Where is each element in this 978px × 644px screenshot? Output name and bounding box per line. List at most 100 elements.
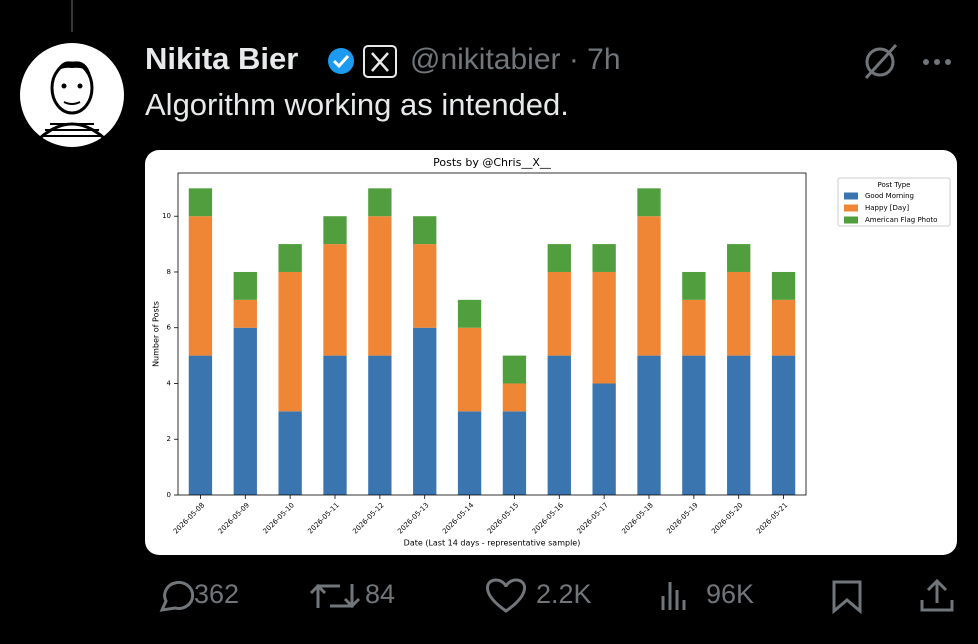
bar-segment	[682, 355, 706, 495]
bar-segment	[188, 188, 213, 217]
author-name[interactable]: Nikita Bier	[145, 41, 298, 76]
share-button[interactable]	[920, 578, 954, 612]
bar-segment	[278, 244, 302, 272]
bar-segment	[592, 383, 616, 495]
bar-segment	[278, 271, 302, 412]
grok-icon[interactable]	[864, 43, 898, 80]
legend-label: Happy [Day]	[865, 204, 909, 212]
views-count: 96K	[706, 579, 754, 609]
y-tick-label: 6	[167, 324, 172, 332]
bar-segment	[682, 271, 706, 300]
badge-circle	[328, 48, 354, 74]
legend-swatch	[844, 204, 858, 212]
legend-swatch	[844, 216, 858, 224]
views-button[interactable]: 96K	[661, 579, 754, 610]
bar-segment	[771, 299, 796, 356]
bar-segment	[502, 383, 527, 412]
bar-segment	[457, 327, 482, 412]
legend-label: American Flag Photo	[865, 216, 937, 224]
y-tick-label: 0	[167, 491, 171, 499]
bar-segment	[278, 411, 302, 495]
chart-card[interactable]: Posts by @Chris__X__ Date (Last 14 days -…	[145, 150, 957, 555]
bar-segment	[233, 299, 257, 328]
bar-segment	[502, 411, 527, 495]
bar-segment	[323, 244, 347, 356]
bar-segment	[547, 244, 571, 272]
repost-icon	[330, 584, 361, 609]
like-button[interactable]: 2.2K	[486, 578, 592, 613]
bar-segment	[188, 355, 213, 495]
bar-segment	[323, 216, 347, 245]
avatar-hair	[52, 61, 92, 80]
legend-box	[837, 177, 951, 227]
repost-count: 84	[365, 579, 395, 609]
bar-segment	[637, 216, 661, 356]
avatar[interactable]	[20, 43, 124, 147]
x-logo	[371, 52, 389, 72]
bar-segment	[413, 327, 437, 495]
bar-segment	[592, 271, 616, 384]
bar-segment	[368, 188, 392, 217]
dot	[945, 59, 951, 65]
bar-segment	[547, 271, 571, 356]
bar-segment	[233, 327, 257, 495]
grok-circle	[865, 47, 895, 77]
bar-segment	[682, 299, 706, 356]
tweet-text: Algorithm working as intended.	[145, 87, 569, 122]
reply-count: 362	[194, 579, 239, 609]
x-axis-label: Date (Last 14 days - representative samp…	[404, 539, 581, 548]
more-icon[interactable]	[923, 59, 951, 65]
bar-segment	[457, 411, 482, 495]
bar-segment	[727, 355, 751, 495]
dot	[923, 59, 929, 65]
bar-segment	[368, 216, 392, 356]
legend-label: Good Morning	[865, 192, 914, 200]
bar-segment	[233, 271, 257, 300]
bookmark-button[interactable]	[832, 580, 862, 615]
verified-badge	[328, 48, 354, 74]
bar-segment	[547, 355, 571, 495]
author-handle[interactable]: @nikitabier · 7h	[410, 43, 621, 76]
bar-segment	[188, 216, 213, 356]
action-bar: 362 84 2.2K 96K	[159, 578, 954, 615]
bar-segment	[771, 271, 796, 300]
repost-icon	[309, 583, 340, 608]
avatar-stripes	[42, 123, 102, 137]
bar-segment	[413, 244, 437, 328]
grok-slash	[864, 43, 898, 80]
avatar-eye	[61, 83, 67, 89]
y-tick-label: 10	[162, 212, 171, 220]
reply-button[interactable]: 362	[159, 579, 239, 612]
bar-segment	[323, 355, 347, 495]
views-icon	[661, 582, 686, 610]
avatar-mouth	[63, 101, 81, 105]
bar-segment	[413, 216, 437, 245]
bar-segment	[502, 355, 527, 384]
legend-title: Post Type	[878, 181, 911, 189]
bar-segment	[592, 244, 616, 272]
bar-segment	[637, 355, 661, 495]
bar-segment	[368, 355, 392, 495]
y-axis-label: Number of Posts	[152, 301, 161, 367]
dot	[934, 59, 940, 65]
chart-title: Posts by @Chris__X__	[433, 156, 551, 169]
avatar-eye	[77, 83, 83, 89]
bar-segment	[771, 355, 796, 495]
bar-segment	[637, 188, 661, 217]
reply-icon	[159, 580, 195, 612]
badge-check	[332, 54, 350, 69]
repost-button[interactable]: 84	[309, 579, 395, 609]
y-tick-label: 8	[167, 268, 171, 276]
x-badge	[363, 45, 397, 78]
y-tick-label: 4	[167, 379, 172, 387]
y-tick-label: 2	[167, 435, 171, 443]
bar-segment	[457, 299, 482, 328]
like-count: 2.2K	[536, 579, 592, 609]
like-icon	[486, 578, 526, 613]
legend-swatch	[844, 192, 858, 200]
bar-segment	[727, 271, 751, 356]
plot-frame	[177, 172, 807, 496]
bar-segment	[727, 244, 751, 272]
